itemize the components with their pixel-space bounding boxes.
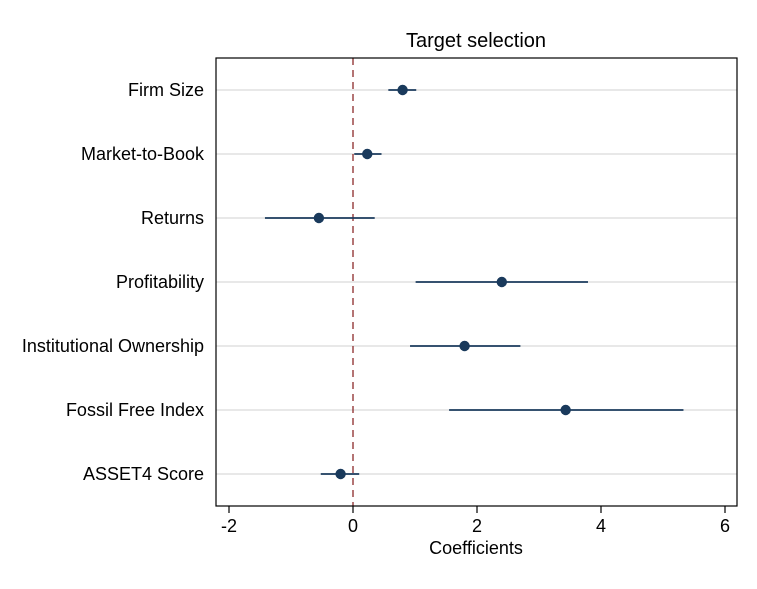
y-axis-labels: Firm Size Market-to-Book Returns Profitabil… [22,80,205,484]
chart-title: Target selection [406,30,546,52]
plot-area [216,58,737,506]
x-tick-label: 2 [472,516,482,536]
coefficient-point [560,404,571,416]
y-tick-label: ASSET4 Score [83,464,204,484]
y-tick-label: Institutional Ownership [22,336,204,356]
x-axis-ticks: -2 0 2 4 6 [221,506,730,536]
y-tick-label: Profitability [116,272,204,292]
coefficient-point [397,84,408,96]
x-tick-label: -2 [221,516,237,536]
coefficient-point [459,340,470,352]
y-tick-label: Market-to-Book [81,144,205,164]
x-tick-label: 0 [348,516,358,536]
coefficient-point [313,212,325,224]
y-tick-label: Fossil Free Index [66,400,204,420]
x-tick-label: 4 [596,516,606,536]
coefficient-point [496,276,507,288]
y-tick-label: Returns [141,208,204,228]
coefficient-point [362,148,373,160]
x-axis-label: Coefficients [429,538,523,558]
y-tick-label: Firm Size [128,80,204,100]
x-tick-label: 6 [720,516,730,536]
coefficient-point [335,468,346,480]
